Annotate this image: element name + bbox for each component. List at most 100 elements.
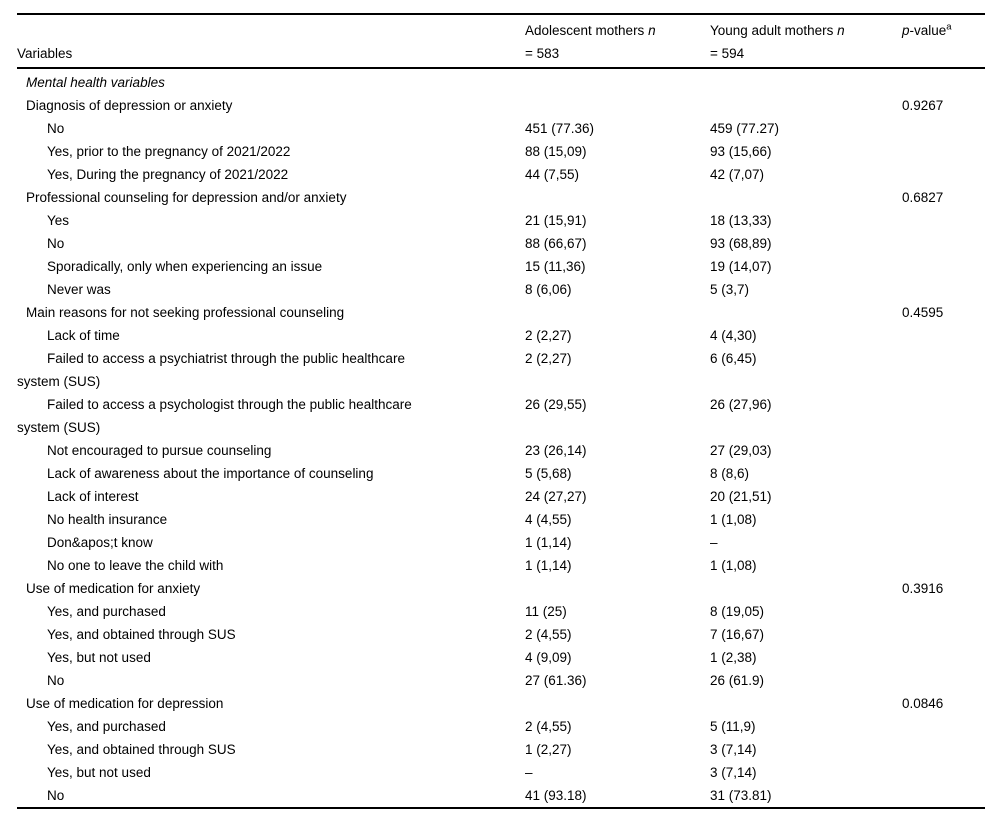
- adolescent-value-cell: 41 (93.18): [525, 788, 587, 803]
- table-row: Yes, prior to the pregnancy of 2021/2022…: [17, 140, 985, 163]
- young-adult-value-cell: 20 (21,51): [710, 489, 772, 504]
- young-adult-value-cell: 5 (11,9): [710, 719, 756, 734]
- variable-label-cell: Lack of awareness about the importance o…: [47, 466, 374, 481]
- young-adult-value-cell: 3 (7,14): [710, 765, 757, 780]
- header-adolescent-mothers: Adolescent mothers n = 583: [525, 19, 710, 65]
- table-row: Sporadically, only when experiencing an …: [17, 255, 985, 278]
- young-adult-value-cell: –: [710, 535, 718, 550]
- variable-label-cell: Use of medication for depression: [26, 696, 224, 711]
- young-adult-value-cell: 3 (7,14): [710, 742, 757, 757]
- adolescent-value-cell: 1 (1,14): [525, 535, 572, 550]
- adolescent-value-cell: 5 (5,68): [525, 466, 572, 481]
- variable-label-cell: Failed to access a psychologist through …: [17, 397, 412, 435]
- p-value-cell: 0.9267: [902, 98, 944, 113]
- header-p-value: p-valuea: [902, 19, 985, 42]
- table-row: No 88 (66,67) 93 (68,89): [17, 232, 985, 255]
- young-adult-value-cell: 7 (16,67): [710, 627, 765, 642]
- adolescent-value-cell: 88 (66,67): [525, 236, 587, 251]
- table-row: Failed to access a psychiatrist through …: [17, 347, 985, 393]
- table-row: Lack of awareness about the importance o…: [17, 462, 985, 485]
- young-adult-value-cell: 8 (8,6): [710, 466, 750, 481]
- adolescent-value-cell: 4 (9,09): [525, 650, 572, 665]
- header-p-value-footnote-marker: a: [946, 21, 952, 32]
- table-row: No 27 (61.36) 26 (61.9): [17, 669, 985, 692]
- header-adolescent-label: Adolescent mothers: [525, 22, 645, 38]
- table-body: Mental health variables Diagnosis of dep…: [17, 69, 985, 807]
- table-row: Yes, but not used 4 (9,09) 1 (2,38): [17, 646, 985, 669]
- adolescent-value-cell: 27 (61.36): [525, 673, 587, 688]
- adolescent-value-cell: 11 (25): [525, 604, 567, 619]
- variable-label-cell: Yes, During the pregnancy of 2021/2022: [47, 167, 289, 182]
- young-adult-value-cell: 31 (73.81): [710, 788, 772, 803]
- p-value-cell: 0.6827: [902, 190, 944, 205]
- young-adult-value-cell: 26 (61.9): [710, 673, 765, 688]
- table-row: No 41 (93.18) 31 (73.81): [17, 784, 985, 807]
- adolescent-value-cell: 2 (2,27): [525, 328, 572, 343]
- variable-label-cell: Yes, and obtained through SUS: [47, 627, 236, 642]
- header-young-adult-mothers: Young adult mothers n = 594: [710, 19, 902, 65]
- header-young-adult-label: Young adult mothers: [710, 22, 834, 38]
- young-adult-value-cell: 459 (77.27): [710, 121, 780, 136]
- table-row: No 451 (77.36) 459 (77.27): [17, 117, 985, 140]
- variable-label-cell: No health insurance: [47, 512, 168, 527]
- variable-label-cell: Lack of time: [47, 328, 120, 343]
- adolescent-value-cell: 4 (4,55): [525, 512, 572, 527]
- variable-label-cell: Yes, and purchased: [47, 719, 166, 734]
- adolescent-value-cell: 21 (15,91): [525, 213, 587, 228]
- young-adult-value-cell: 1 (1,08): [710, 512, 757, 527]
- header-adolescent-n-symbol: n: [648, 22, 656, 38]
- adolescent-value-cell: –: [525, 765, 533, 780]
- young-adult-value-cell: 5 (3,7): [710, 282, 750, 297]
- table-row: Yes, and purchased 2 (4,55) 5 (11,9): [17, 715, 985, 738]
- variable-label-cell: Yes, prior to the pregnancy of 2021/2022: [47, 144, 291, 159]
- young-adult-value-cell: 93 (15,66): [710, 144, 772, 159]
- adolescent-value-cell: 26 (29,55): [525, 397, 587, 412]
- variable-label-cell: No: [47, 788, 65, 803]
- table-row: Lack of interest 24 (27,27) 20 (21,51): [17, 485, 985, 508]
- variable-label-cell: Yes, and obtained through SUS: [47, 742, 236, 757]
- header-p-value-text: -value: [909, 22, 947, 38]
- adolescent-value-cell: 451 (77.36): [525, 121, 595, 136]
- table-row: Not encouraged to pursue counseling 23 (…: [17, 439, 985, 462]
- table-row: Never was 8 (6,06) 5 (3,7): [17, 278, 985, 301]
- variable-label-cell: Professional counseling for depression a…: [26, 190, 347, 205]
- variable-label-cell: Yes, and purchased: [47, 604, 166, 619]
- table-top-rule: [17, 13, 985, 15]
- young-adult-value-cell: 93 (68,89): [710, 236, 772, 251]
- young-adult-value-cell: 8 (19,05): [710, 604, 765, 619]
- adolescent-value-cell: 8 (6,06): [525, 282, 572, 297]
- p-value-cell: 0.4595: [902, 305, 944, 320]
- table-row: Don&apos;t know 1 (1,14) –: [17, 531, 985, 554]
- variable-label-cell: Use of medication for anxiety: [26, 581, 201, 596]
- young-adult-value-cell: 1 (1,08): [710, 558, 757, 573]
- variable-label-cell: No: [47, 121, 65, 136]
- p-value-cell: 0.3916: [902, 581, 944, 596]
- table-header-divider: [17, 66, 985, 69]
- variable-label-cell: Yes: [47, 213, 70, 228]
- table-row: No one to leave the child with 1 (1,14) …: [17, 554, 985, 577]
- table-header-row: Variables Adolescent mothers n = 583 You…: [17, 15, 985, 67]
- adolescent-value-cell: 15 (11,36): [525, 259, 586, 274]
- table-row: Failed to access a psychologist through …: [17, 393, 985, 439]
- variable-label-cell: Never was: [47, 282, 111, 297]
- young-adult-value-cell: 4 (4,30): [710, 328, 757, 343]
- adolescent-value-cell: 23 (26,14): [525, 443, 587, 458]
- young-adult-value-cell: 27 (29,03): [710, 443, 772, 458]
- table-bottom-rule: [17, 807, 985, 809]
- young-adult-value-cell: 42 (7,07): [710, 167, 765, 182]
- table-row: Professional counseling for depression a…: [17, 186, 985, 209]
- variable-label-cell: No: [47, 673, 65, 688]
- variable-label-cell: Mental health variables: [26, 75, 165, 90]
- table-row: Use of medication for anxiety 0.3916: [17, 577, 985, 600]
- table-row: Use of medication for depression 0.0846: [17, 692, 985, 715]
- table-row: No health insurance 4 (4,55) 1 (1,08): [17, 508, 985, 531]
- header-young-adult-n-symbol: n: [837, 22, 845, 38]
- adolescent-value-cell: 2 (2,27): [525, 351, 572, 366]
- variable-label-cell: Yes, but not used: [47, 765, 151, 780]
- p-value-cell: 0.0846: [902, 696, 944, 711]
- table-row: Yes, and purchased 11 (25) 8 (19,05): [17, 600, 985, 623]
- header-variables: Variables: [17, 19, 525, 65]
- table-row: Yes, but not used – 3 (7,14): [17, 761, 985, 784]
- table-row: Mental health variables: [17, 71, 985, 94]
- adolescent-value-cell: 2 (4,55): [525, 719, 572, 734]
